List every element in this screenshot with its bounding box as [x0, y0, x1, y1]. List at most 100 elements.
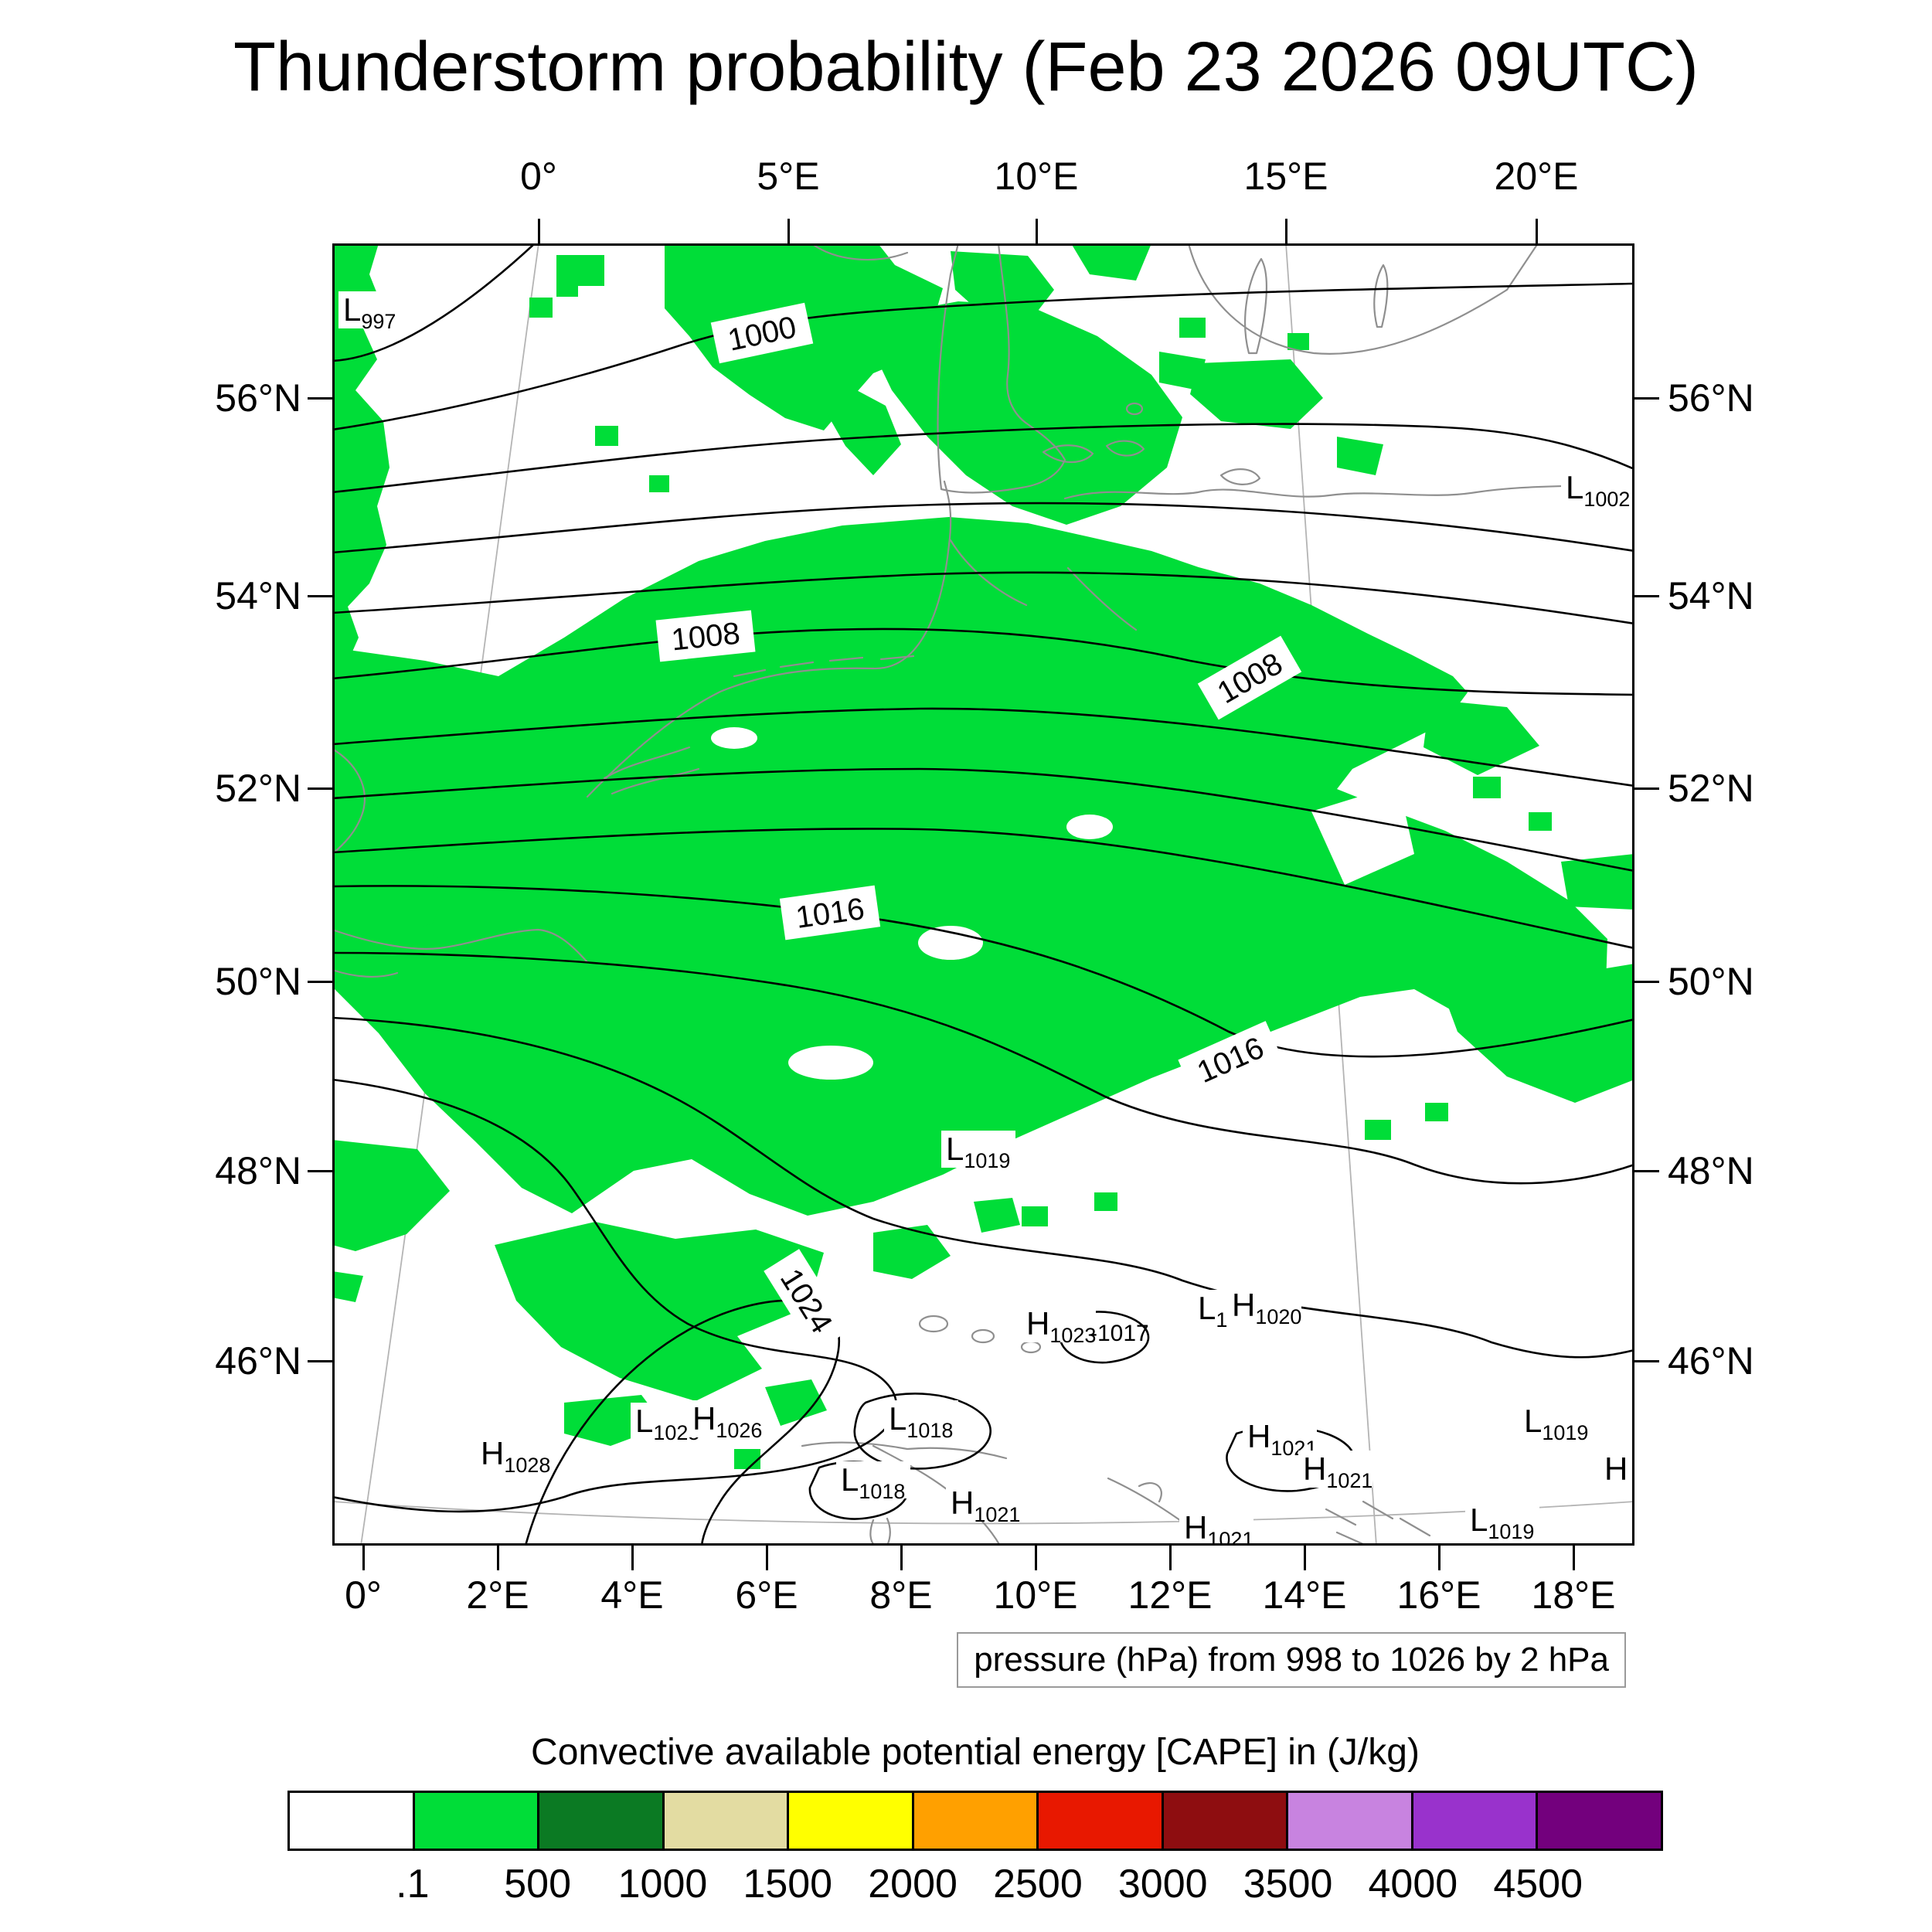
colorbar-tick-label: 1500 [743, 1862, 833, 1906]
axis-tick-top [787, 219, 790, 243]
pressure-center: H1021 [946, 1485, 1020, 1526]
colorbar-title: Convective available potential energy [C… [531, 1732, 1420, 1773]
axis-tick-right [1634, 595, 1659, 597]
colorbar-tick-label: 2000 [868, 1862, 957, 1906]
pressure-caption: pressure (hPa) from 998 to 1026 by 2 hPa [957, 1632, 1626, 1688]
colorbar-tick-label: 4000 [1368, 1862, 1458, 1906]
axis-tick-top [1285, 219, 1287, 243]
svg-text:L1002: L1002 [1566, 469, 1630, 511]
svg-text:L1019: L1019 [946, 1131, 1010, 1172]
axis-label-top: 20°E [1494, 155, 1579, 198]
pressure-center: L1002 [1561, 469, 1634, 511]
axis-label-bottom: 6°E [735, 1573, 798, 1617]
colorbar-cell [1288, 1793, 1413, 1849]
pressure-center: H1020 [1227, 1287, 1301, 1328]
svg-text:L1018: L1018 [841, 1461, 905, 1503]
colorbar-tick-label: 3500 [1243, 1862, 1333, 1906]
axis-label-left: 48°N [215, 1149, 301, 1192]
axis-label-right: 56°N [1668, 376, 1754, 420]
axis-label-left: 52°N [215, 767, 301, 810]
svg-text:L1018: L1018 [889, 1400, 953, 1442]
svg-text:L997: L997 [343, 291, 396, 333]
svg-text:L1019: L1019 [1470, 1502, 1534, 1543]
axis-tick-left [308, 1170, 332, 1172]
pressure-center: H1021 [1179, 1509, 1253, 1546]
axis-tick-left [308, 397, 332, 400]
svg-text:H1028: H1028 [481, 1435, 550, 1477]
contour-label-1000: 1000 [710, 302, 814, 364]
colorbar [287, 1791, 1663, 1851]
axis-label-bottom: 4°E [600, 1573, 664, 1617]
pressure-center: L1 [1193, 1290, 1227, 1332]
colorbar-tick-label: 3000 [1117, 1862, 1208, 1906]
axis-label-top: 0° [520, 155, 557, 198]
svg-text:H1021: H1021 [1184, 1509, 1253, 1546]
pressure-center: L1019 [941, 1131, 1015, 1172]
pressure-center: L1018 [884, 1400, 958, 1442]
map-svg: 1000 1008 1008 1016 1016 1024 L997 L1002… [332, 243, 1634, 1546]
colorbar-cell [1163, 1793, 1289, 1849]
axis-label-right: 54°N [1668, 574, 1754, 617]
pressure-center: H1023 [1022, 1305, 1096, 1347]
axis-tick-top [1536, 219, 1538, 243]
svg-text:1008: 1008 [670, 616, 742, 657]
axis-tick-right [1634, 787, 1659, 790]
axis-label-bottom: 8°E [869, 1573, 933, 1617]
axis-tick-bottom [362, 1546, 365, 1570]
colorbar-cell [539, 1793, 665, 1849]
axis-tick-bottom [497, 1546, 499, 1570]
pressure-center: L997 [338, 291, 413, 333]
axis-tick-top [1036, 219, 1038, 243]
svg-text:H1026: H1026 [692, 1400, 762, 1442]
svg-text:L1019: L1019 [1524, 1403, 1588, 1444]
isobars [332, 243, 1634, 1546]
colorbar-tick-label: .1 [396, 1862, 430, 1906]
axis-tick-bottom [1438, 1546, 1440, 1570]
axis-label-right: 52°N [1668, 767, 1754, 810]
axis-tick-right [1634, 981, 1659, 983]
axis-tick-bottom [1573, 1546, 1575, 1570]
colorbar-cell [913, 1793, 1039, 1849]
axis-label-bottom: 16°E [1396, 1573, 1481, 1617]
axis-label-bottom: 0° [345, 1573, 382, 1617]
pressure-center: H [1600, 1451, 1634, 1488]
page-title: Thunderstorm probability (Feb 23 2026 09… [233, 29, 1699, 106]
axis-label-left: 54°N [215, 574, 301, 617]
axis-tick-bottom [631, 1546, 634, 1570]
axis-label-right: 48°N [1668, 1149, 1754, 1192]
axis-label-bottom: 10°E [993, 1573, 1078, 1617]
axis-tick-right [1634, 397, 1659, 400]
contour-label-minus1017: -1017 [1090, 1321, 1149, 1346]
axis-label-bottom: 2°E [466, 1573, 529, 1617]
colorbar-cell [414, 1793, 540, 1849]
axis-label-top: 5°E [757, 155, 820, 198]
axis-label-right: 50°N [1668, 960, 1754, 1003]
pressure-center: H1026 [688, 1400, 762, 1442]
contour-label-1008a: 1008 [655, 610, 756, 662]
cape-shading [332, 243, 1634, 1469]
axis-label-bottom: 12°E [1128, 1573, 1213, 1617]
axis-label-right: 46°N [1668, 1339, 1754, 1383]
axis-label-bottom: 14°E [1262, 1573, 1347, 1617]
colorbar-cell [1538, 1793, 1662, 1849]
map-border [332, 243, 1634, 1546]
axis-label-bottom: 18°E [1531, 1573, 1616, 1617]
colorbar-tick-label: 4500 [1493, 1862, 1583, 1906]
pressure-center: H1028 [476, 1435, 550, 1477]
svg-text:L1: L1 [1198, 1290, 1227, 1332]
pressure-center: H1021 [1298, 1451, 1372, 1492]
axis-tick-bottom [1035, 1546, 1037, 1570]
axis-label-left: 56°N [215, 376, 301, 420]
colorbar-labels: .1 500 1000 1500 2000 2500 3000 3500 4000 4500 [287, 1861, 1663, 1910]
axis-tick-right [1634, 1170, 1659, 1172]
svg-text:H: H [1604, 1451, 1628, 1487]
svg-text:H1021: H1021 [1303, 1451, 1372, 1492]
axis-tick-bottom [766, 1546, 768, 1570]
axis-tick-bottom [1304, 1546, 1306, 1570]
colorbar-cell [789, 1793, 914, 1849]
pressure-center: L1019 [1519, 1403, 1594, 1444]
svg-text:H1021: H1021 [951, 1485, 1020, 1526]
colorbar-cell [290, 1793, 415, 1849]
pressure-center: L1019 [1465, 1502, 1539, 1543]
axis-tick-right [1634, 1360, 1659, 1362]
